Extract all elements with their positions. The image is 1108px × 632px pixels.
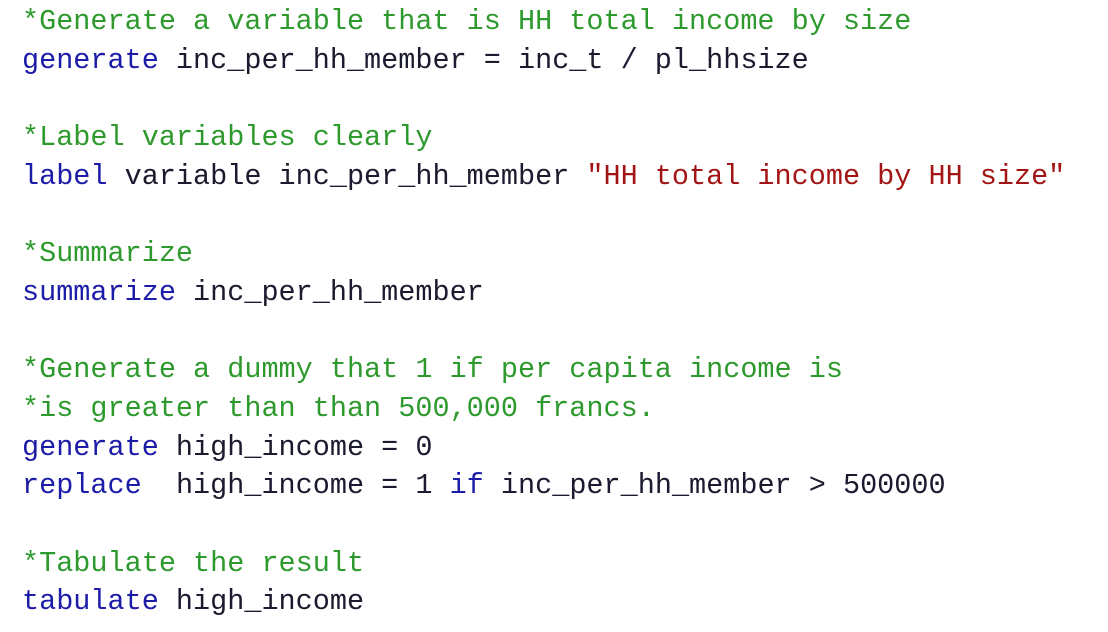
code-token: variable inc_per_hh_member (107, 159, 587, 193)
code-token: summarize (22, 275, 176, 309)
code-token: high_income = 0 (158, 430, 433, 464)
code-token: *Label variables clearly (22, 121, 433, 155)
code-token: inc_per_hh_member > 500000 (483, 469, 946, 503)
code-line: *is greater than than 500,000 francs. (22, 390, 1108, 429)
code-token: high_income = 1 (141, 469, 450, 503)
code-line: *Tabulate the result (22, 545, 1108, 584)
code-token: *Generate a dummy that 1 if per capita i… (22, 353, 843, 387)
code-line: replace high_income = 1 if inc_per_hh_me… (22, 467, 1108, 506)
code-block: *Summarize summarize inc_per_hh_member (22, 235, 1108, 312)
code-token: *Generate a variable that is HH total in… (22, 5, 912, 38)
code-block: *Generate a dummy that 1 if per capita i… (22, 351, 1108, 506)
code-line: tabulate high_income (22, 583, 1108, 622)
code-block: *Generate a variable that is HH total in… (22, 3, 1108, 80)
code-token: "HH total income by HH size" (586, 159, 1066, 193)
code-line: summarize inc_per_hh_member (22, 274, 1108, 313)
code-token: *Summarize (22, 237, 194, 271)
code-line: *Generate a dummy that 1 if per capita i… (22, 351, 1108, 390)
code-block: *Label variables clearly label variable i… (22, 119, 1108, 196)
code-token: tabulate (22, 585, 159, 619)
code-line: label variable inc_per_hh_member "HH tot… (22, 158, 1108, 197)
code-token: if (449, 469, 484, 503)
code-line: *Label variables clearly (22, 119, 1108, 158)
code-token: label (22, 159, 108, 193)
code-line: *Generate a variable that is HH total in… (22, 3, 1108, 42)
code-line: *Summarize (22, 235, 1108, 274)
code-token: inc_per_hh_member (175, 275, 484, 309)
code-line: generate high_income = 0 (22, 429, 1108, 468)
code-token: *Tabulate the result (22, 546, 365, 580)
code-token: generate (22, 430, 159, 464)
code-token: generate (22, 43, 159, 77)
code-token: inc_per_hh_member = inc_t / pl_hhsize (158, 43, 809, 77)
code-token: high_income (158, 585, 365, 619)
code-token: *is greater than than 500,000 francs. (22, 391, 655, 425)
code-token: replace (22, 469, 142, 503)
code-block: *Tabulate the result tabulate high_income (22, 545, 1108, 622)
code-line: generate inc_per_hh_member = inc_t / pl_… (22, 42, 1108, 81)
